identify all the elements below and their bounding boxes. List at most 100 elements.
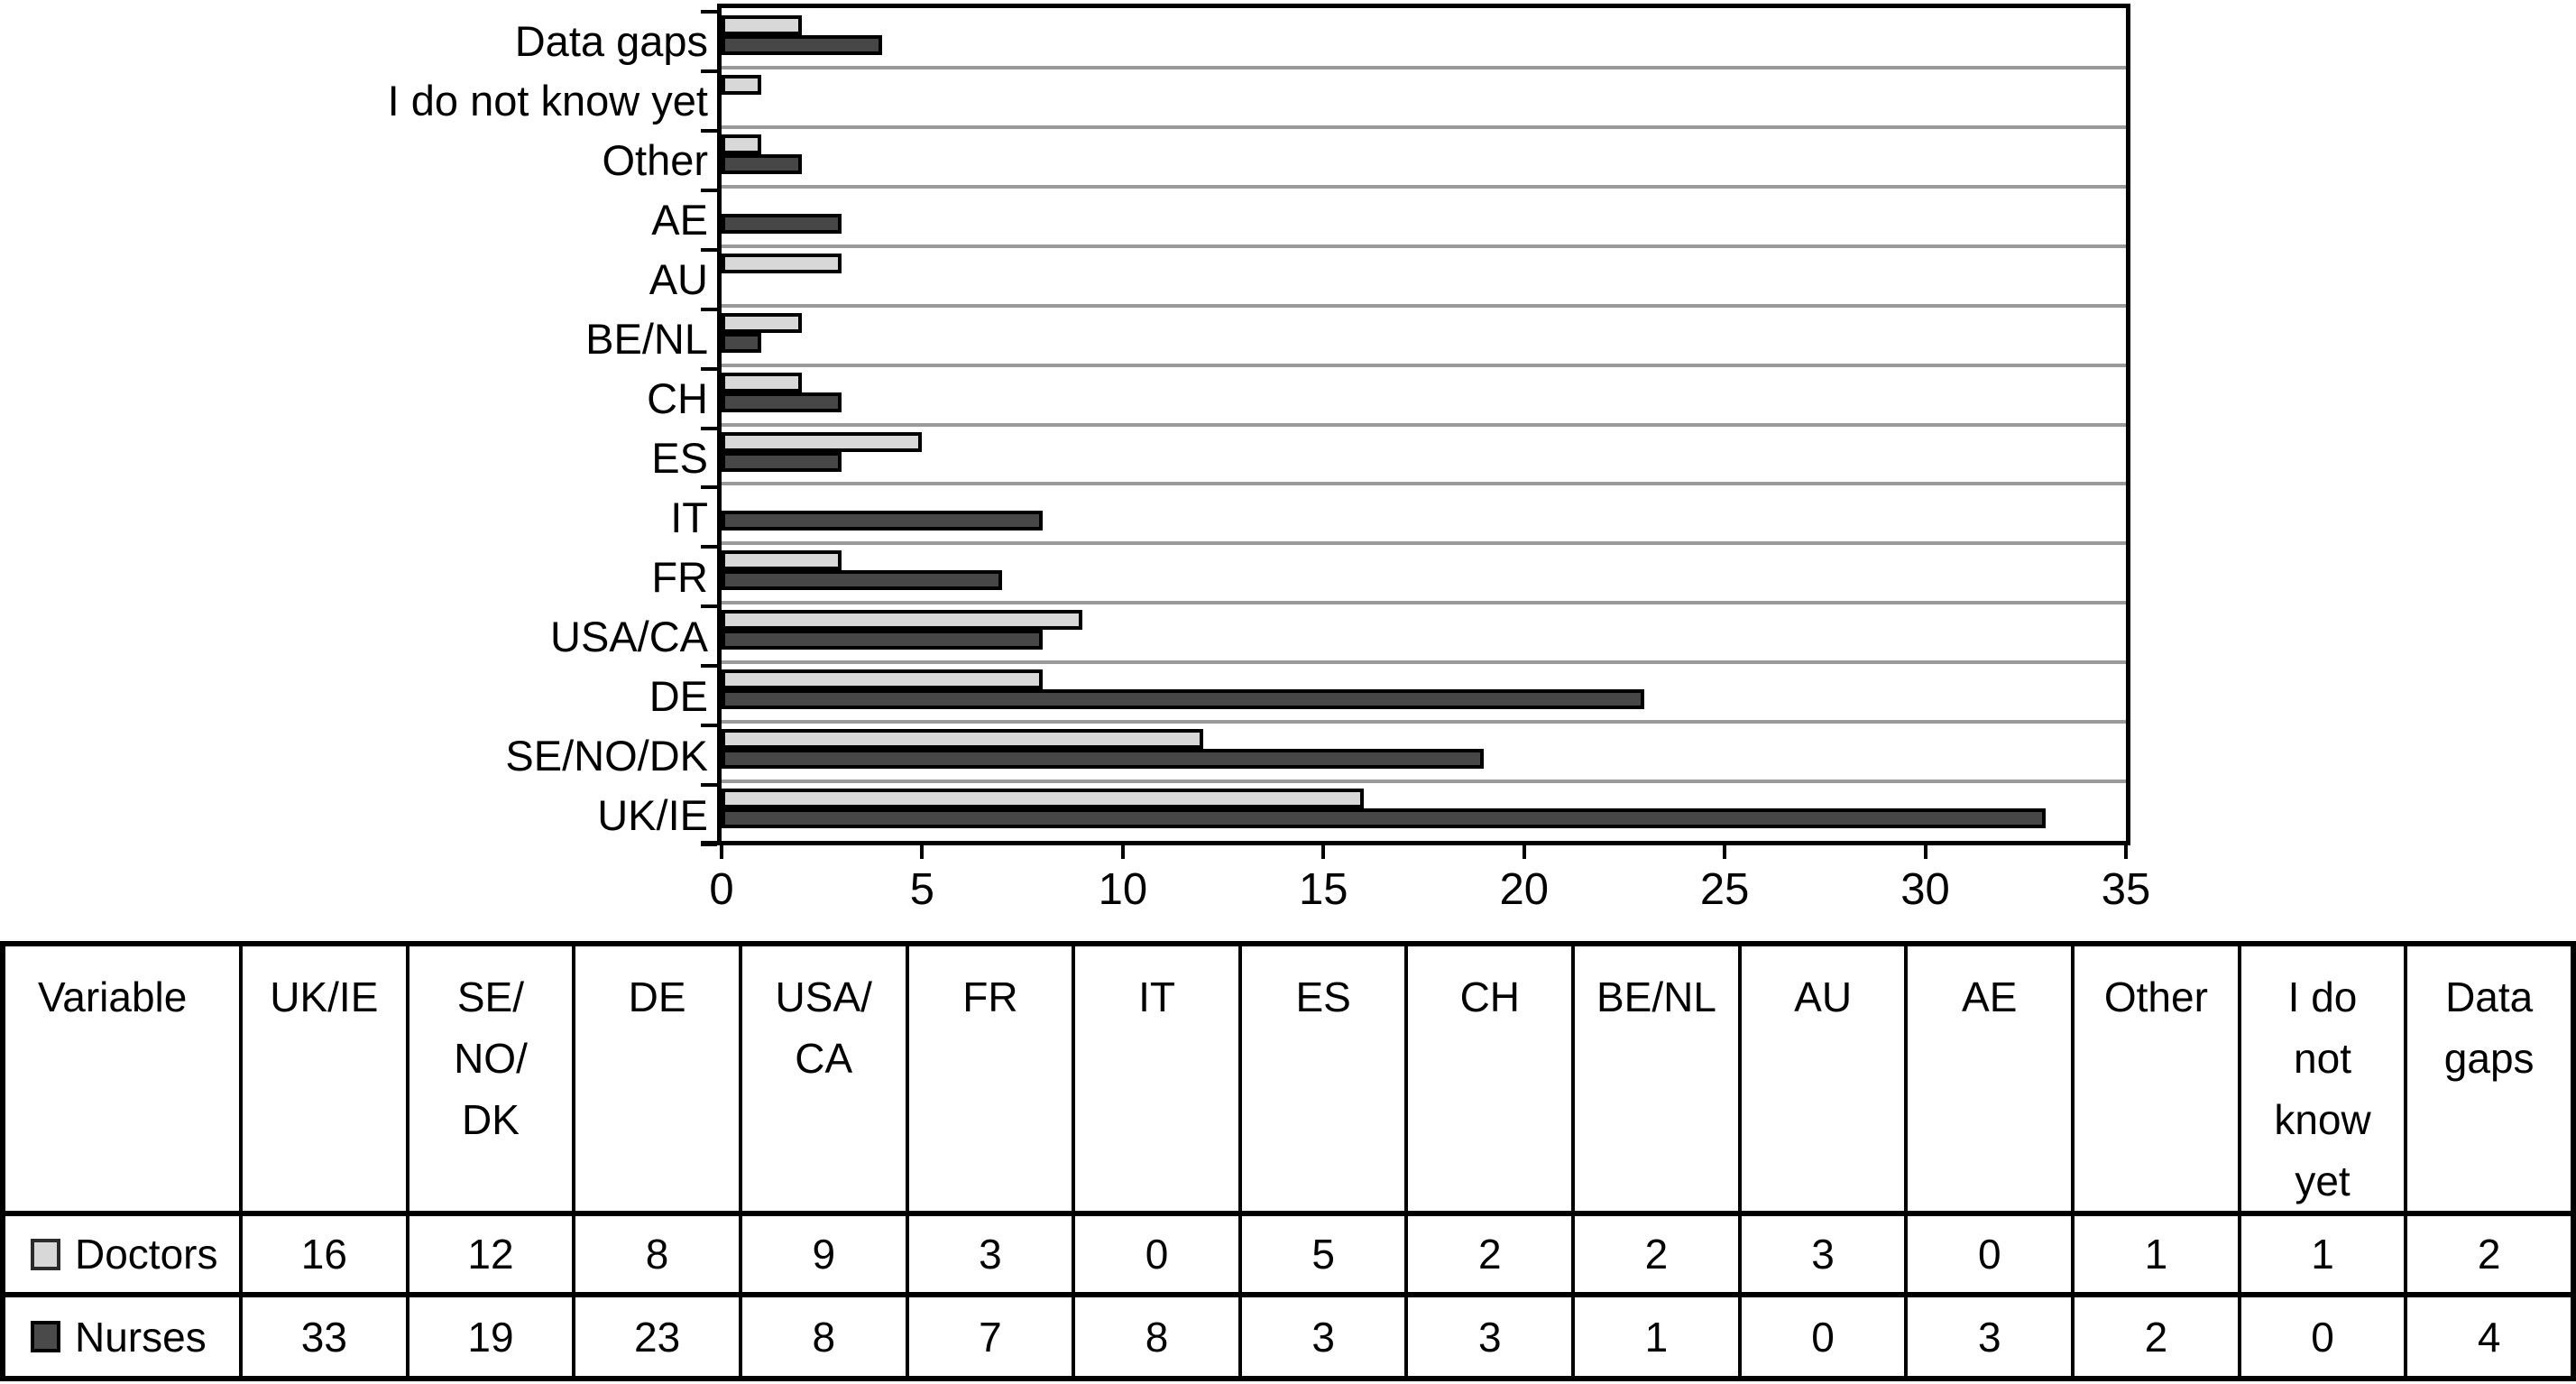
table-row-label-nurses: Nurses: [5, 1292, 239, 1376]
table-header-variable: Variable: [5, 946, 239, 1211]
gridline: [722, 184, 2126, 189]
bar-nurses-usa-ca: [722, 630, 1043, 650]
gridline: [722, 422, 2126, 427]
table-value-doctors-ae: 0: [1904, 1211, 2072, 1292]
series-name-doctors: Doctors: [75, 1231, 218, 1278]
y-axis-tick: [701, 485, 717, 490]
category-label-other: Other: [602, 136, 708, 185]
category-band-be-nl: [722, 306, 2126, 365]
category-band-data-gaps: [722, 8, 2126, 68]
bar-doctors-uk-ie: [722, 789, 1364, 809]
table-value-doctors-au: 3: [1737, 1211, 1905, 1292]
bar-nurses-ae: [722, 213, 842, 234]
series-name-nurses: Nurses: [75, 1313, 207, 1361]
table-value-nurses-ch: 3: [1404, 1292, 1572, 1376]
table-value-doctors-i-do-not-know-yet: 1: [2237, 1211, 2405, 1292]
bar-nurses-data-gaps: [722, 35, 882, 55]
table-value-nurses-uk-ie: 33: [239, 1292, 406, 1376]
table-header-ae: AE: [1904, 946, 2072, 1211]
table-value-nurses-fr: 7: [905, 1292, 1072, 1376]
gridline: [722, 125, 2126, 129]
table-value-nurses-it: 8: [1072, 1292, 1238, 1376]
bar-doctors-other: [722, 134, 762, 154]
bar-nurses-be-nl: [722, 332, 762, 353]
category-label-es: ES: [651, 433, 708, 482]
category-band-fr: [722, 543, 2126, 603]
table-value-nurses-be-nl: 1: [1571, 1292, 1738, 1376]
x-axis-label-20: 20: [1499, 865, 1549, 914]
table-value-nurses-au: 0: [1737, 1292, 1905, 1376]
table-header-other: Other: [2071, 946, 2238, 1211]
table-value-doctors-other: 1: [2071, 1211, 2238, 1292]
category-band-au: [722, 246, 2126, 306]
table-header-be-nl: BE/NL: [1571, 946, 1738, 1211]
x-axis-tick-25: [1723, 845, 1727, 859]
gridline: [722, 541, 2126, 546]
table-header-uk-ie: UK/IE: [239, 946, 406, 1211]
table-value-doctors-data-gaps: 2: [2404, 1211, 2571, 1292]
table-value-nurses-ae: 3: [1904, 1292, 2072, 1376]
category-band-de: [722, 662, 2126, 722]
y-axis-tick: [701, 69, 717, 73]
bar-nurses-se-no-dk: [722, 749, 1485, 770]
data-table: Variable UK/IE SE/ NO/ DK DE USA/ CA FR IT ES CH…: [0, 941, 2576, 1381]
x-axis-label-35: 35: [2101, 865, 2151, 914]
table-header-au: AU: [1737, 946, 1905, 1211]
bar-nurses-fr: [722, 570, 1003, 591]
table-value-doctors-uk-ie: 16: [239, 1211, 406, 1292]
x-axis-tick-30: [1923, 845, 1927, 859]
table-value-doctors-it: 0: [1072, 1211, 1238, 1292]
category-label-uk-ie: UK/IE: [597, 790, 708, 839]
gridline: [722, 65, 2126, 69]
y-axis-tick: [701, 188, 717, 192]
bar-doctors-be-nl: [722, 312, 802, 333]
y-axis-tick: [701, 10, 717, 14]
category-band-uk-ie: [722, 781, 2126, 841]
x-axis-tick-5: [920, 845, 925, 859]
x-axis-tick-15: [1321, 845, 1326, 859]
y-axis-tick: [701, 128, 717, 133]
category-label-se-no-dk: SE/NO/DK: [505, 731, 708, 780]
category-band-i-do-not-know-yet: [722, 68, 2126, 127]
y-axis-tick: [701, 307, 717, 311]
bar-nurses-es: [722, 451, 842, 472]
category-band-it: [722, 484, 2126, 543]
category-band-es: [722, 425, 2126, 484]
table-value-nurses-other: 2: [2071, 1292, 2238, 1376]
table-value-nurses-es: 3: [1237, 1292, 1405, 1376]
bar-doctors-i-do-not-know-yet: [722, 74, 762, 95]
category-label-be-nl: BE/NL: [585, 315, 708, 364]
category-label-ae: AE: [651, 196, 708, 245]
y-axis-tick: [701, 247, 717, 252]
category-label-it: IT: [670, 493, 708, 541]
bar-doctors-fr: [722, 550, 842, 571]
table-value-doctors-ch: 2: [1404, 1211, 1572, 1292]
y-axis-tick: [701, 545, 717, 549]
bar-doctors-au: [722, 253, 842, 273]
legend-swatch-doctors: [31, 1238, 60, 1270]
x-axis-label-0: 0: [709, 865, 734, 914]
table-value-doctors-usa-ca: 9: [738, 1211, 906, 1292]
table-value-nurses-usa-ca: 8: [738, 1292, 906, 1376]
gridline: [722, 660, 2126, 665]
y-axis-tick: [701, 604, 717, 609]
bar-doctors-ch: [722, 372, 802, 392]
x-axis-label-25: 25: [1699, 865, 1750, 914]
gridline: [722, 601, 2126, 605]
x-axis-tick-10: [1120, 845, 1125, 859]
table-header-de: DE: [572, 946, 739, 1211]
bar-doctors-se-no-dk: [722, 729, 1203, 750]
bar-doctors-usa-ca: [722, 610, 1083, 631]
category-label-i-do-not-know-yet: I do not know yet: [387, 77, 708, 125]
category-label-au: AU: [649, 255, 708, 304]
y-axis-tick: [701, 366, 717, 371]
gridline: [722, 482, 2126, 486]
category-band-usa-ca: [722, 603, 2126, 662]
table-value-nurses-data-gaps: 4: [2404, 1292, 2571, 1376]
x-axis-label-5: 5: [909, 865, 935, 914]
category-label-de: DE: [649, 671, 708, 720]
bar-nurses-uk-ie: [722, 808, 2047, 829]
gridline: [722, 363, 2126, 367]
x-axis-tick-20: [1522, 845, 1526, 859]
category-band-other: [722, 127, 2126, 187]
